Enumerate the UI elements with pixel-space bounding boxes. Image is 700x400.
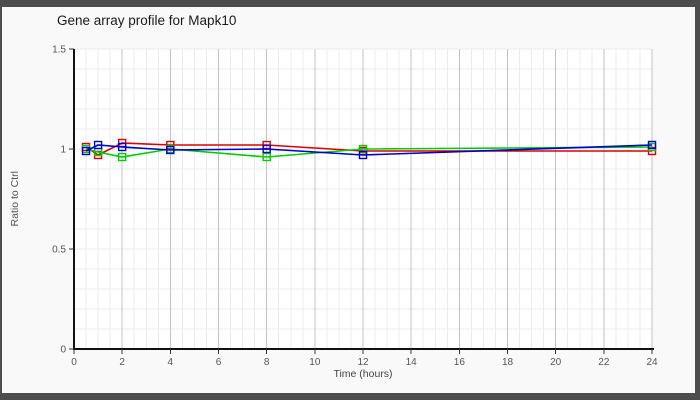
marker-replicate-3	[647, 140, 657, 150]
x-tick-label: 22	[598, 357, 610, 368]
window-frame-left	[0, 0, 2, 400]
x-tick-label: 16	[454, 357, 466, 368]
series-line-replicate-3	[85, 144, 653, 156]
marker-replicate-2	[117, 152, 127, 162]
marker-replicate-3	[93, 140, 103, 150]
window-frame-top	[0, 0, 700, 7]
y-tick-label: 0.5	[52, 245, 66, 256]
x-tick-label: 14	[406, 357, 418, 368]
series-line-replicate-2	[85, 146, 653, 158]
marker-replicate-3	[117, 142, 127, 152]
x-tick-label: 2	[119, 357, 125, 368]
marker-replicate-2	[262, 152, 271, 162]
x-tick-label: 8	[264, 357, 270, 368]
x-tick-label: 0	[71, 357, 77, 368]
x-axis-label: Time (hours)	[333, 368, 393, 380]
x-tick-label: 4	[168, 357, 174, 368]
marker-replicate-3	[81, 146, 91, 156]
y-axis-label: Ratio to Ctrl	[9, 171, 21, 227]
y-tick-label: 0	[60, 345, 66, 356]
marker-replicate-3	[166, 145, 175, 155]
x-tick-label: 6	[216, 357, 222, 368]
y-tick-label: 1.5	[52, 45, 66, 56]
x-tick-label: 10	[309, 357, 321, 368]
x-tick-label: 12	[357, 357, 369, 368]
x-tick-label: 18	[502, 357, 514, 368]
x-tick-label: 24	[646, 357, 658, 368]
window-frame-right	[695, 0, 700, 400]
chart-title: Gene array profile for Mapk10	[57, 13, 237, 28]
x-tick-label: 20	[550, 357, 562, 368]
window-frame-bottom	[0, 393, 700, 400]
marker-replicate-2	[358, 144, 368, 154]
marker-replicate-3	[262, 144, 271, 154]
marker-replicate-3	[358, 150, 368, 160]
y-tick-label: 1	[60, 145, 66, 156]
